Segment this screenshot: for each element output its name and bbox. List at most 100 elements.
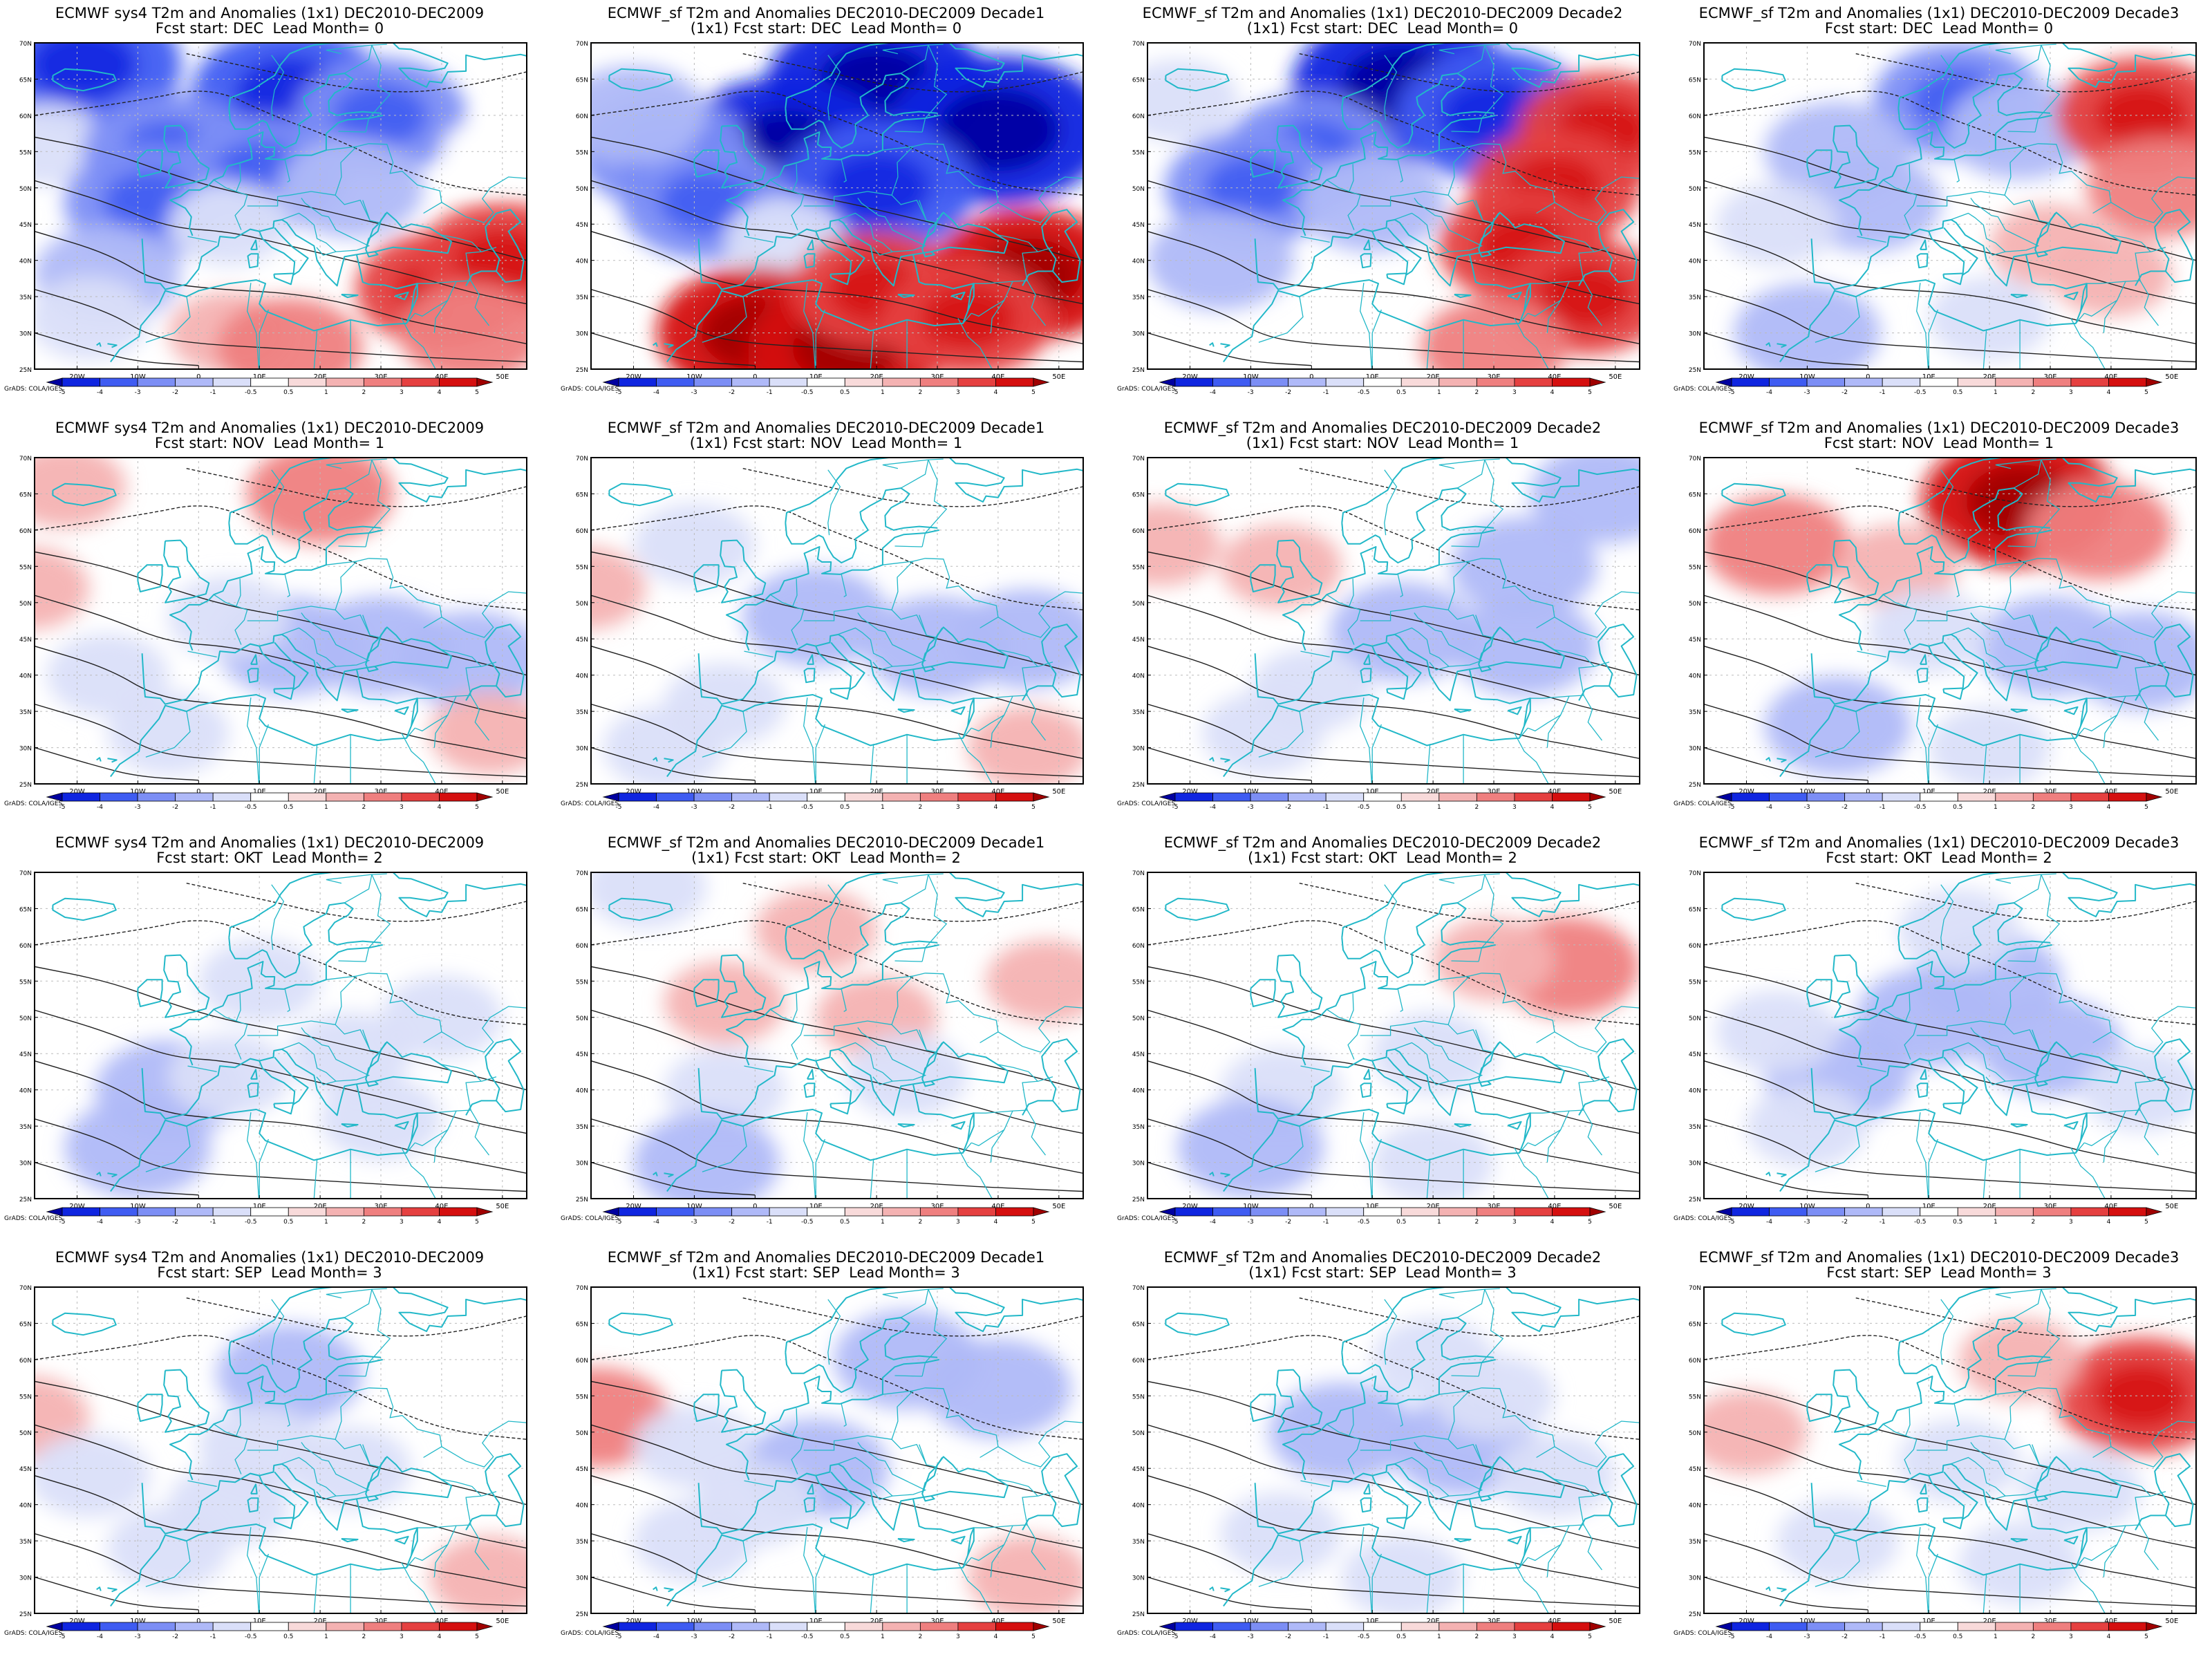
colorbar-arrow-high [2146, 1622, 2163, 1631]
lon-tick-label: 10E [1366, 373, 1379, 381]
lon-tick-label: 10W [130, 1203, 146, 1210]
colorbar-swatch [1514, 1622, 1553, 1631]
colorbar-label: 4 [994, 1219, 998, 1226]
colorbar-label: -3 [1804, 1219, 1810, 1226]
lat-tick-label: 40N [1132, 1088, 1145, 1095]
colorbar-swatch [326, 792, 364, 802]
colorbar-label: -5 [1729, 389, 1735, 396]
colorbar-label: 0.5 [1396, 804, 1406, 811]
lat-tick-label: 35N [1689, 1124, 1701, 1131]
lat-tick-label: 50N [1689, 186, 1701, 193]
colorbar-swatch [1174, 1207, 1213, 1217]
lon-tick-label: 30E [2044, 788, 2057, 796]
colorbar-swatch [401, 1207, 440, 1217]
colorbar-label: 5 [1588, 1633, 1592, 1640]
colorbar-label: 0.5 [283, 389, 293, 396]
colorbar-label: -0.5 [245, 1633, 257, 1640]
colorbar-swatch [919, 1622, 959, 1631]
colorbar-label: -1 [767, 1219, 773, 1226]
colorbar-swatch [1920, 1207, 1958, 1217]
lat-tick-label: 35N [1689, 709, 1701, 716]
colorbar-swatch [2108, 792, 2147, 802]
colorbar-swatch [212, 792, 252, 802]
colorbar-label: 2 [918, 804, 922, 811]
lon-tick-label: 40E [435, 373, 448, 381]
colorbar-swatch [439, 377, 478, 387]
colorbar-label: 3 [2069, 1633, 2073, 1640]
colorbar-label: 5 [2144, 389, 2148, 396]
colorbar-label: -5 [616, 1633, 622, 1640]
map-panel: 70N 65N 60N 55N 50N 45N 40N 35N 30N 25N 20W 10W 0 10E… [1669, 830, 2209, 1234]
map-panel: 70N 65N 60N 55N 50N 45N 40N 35N 30N 25N 20W 10W 0 10E… [1669, 0, 2209, 404]
lon-tick-label: 20W [626, 373, 641, 381]
lat-tick-label: 30N [1689, 331, 1701, 338]
lat-tick-label: 60N [576, 113, 588, 120]
lat-tick-label: 70N [1132, 870, 1145, 877]
lat-tick-label: 25N [19, 1197, 32, 1203]
lat-tick-label: 25N [1689, 1611, 1701, 1618]
lat-tick-label: 60N [576, 1358, 588, 1365]
lat-tick-label: 40N [1689, 259, 1701, 265]
colorbar-swatch [288, 1622, 327, 1631]
map-panel: 70N 65N 60N 55N 50N 45N 40N 35N 30N 25N 20W 10W 0 10E… [0, 830, 539, 1234]
panel-title: ECMWF_sf T2m and Anomalies (1x1) DEC2010… [1698, 834, 2180, 851]
panel-subtitle: (1x1) Fcst start: NOV Lead Month= 1 [689, 435, 963, 451]
colorbar-swatch [2070, 1622, 2109, 1631]
colorbar-label: -3 [135, 389, 141, 396]
colorbar-label: 4 [2107, 804, 2111, 811]
colorbar-swatch [618, 377, 657, 387]
anomaly-area [603, 706, 725, 784]
lon-tick-label: 50E [2165, 373, 2178, 381]
colorbar-label: 3 [956, 1633, 960, 1640]
colorbar-label: -5 [1729, 804, 1735, 811]
colorbar-label: 3 [1512, 1633, 1517, 1640]
lat-tick-label: 50N [576, 1430, 588, 1437]
colorbar-swatch [401, 792, 440, 802]
lat-tick-label: 50N [576, 186, 588, 193]
panel-subtitle: Fcst start: OKT Lead Month= 2 [156, 850, 383, 866]
anomaly-map: 70N 65N 60N 55N 50N 45N 40N 35N 30N 25N 20W 10W 0 10E… [19, 41, 527, 396]
colorbar-label: 1 [324, 804, 328, 811]
colorbar-label: -4 [97, 1633, 103, 1640]
lon-tick-label: 40E [1548, 1203, 1561, 1210]
colorbar-swatch [1363, 1207, 1402, 1217]
colorbar-swatch [693, 1622, 733, 1631]
colorbar-label: -0.5 [1914, 389, 1927, 396]
colorbar-label: -3 [1804, 389, 1810, 396]
map-panel: 70N 65N 60N 55N 50N 45N 40N 35N 30N 25N 20W 10W 0 10E… [0, 0, 539, 404]
lon-tick-label: 30E [1488, 1203, 1501, 1210]
map-panel: 70N 65N 60N 55N 50N 45N 40N 35N 30N 25N 20W 10W 0 10E… [556, 830, 1096, 1234]
panel-subtitle: (1x1) Fcst start: DEC Lead Month= 0 [1246, 20, 1519, 37]
colorbar-label: -5 [616, 804, 622, 811]
colorbar-label: 2 [1474, 389, 1479, 396]
colorbar-label: -3 [691, 804, 697, 811]
colorbar-label: 0.5 [283, 1219, 293, 1226]
colorbar-label: 0.5 [1396, 1633, 1406, 1640]
colorbar-label: -1 [1323, 804, 1329, 811]
colorbar-swatch [882, 1622, 921, 1631]
anomaly-map: 70N 65N 60N 55N 50N 45N 40N 35N 30N 25N 20W 10W 0 10E… [1132, 870, 1640, 1226]
grads-credit: GrADS: COLA/IGES [1117, 1630, 1176, 1637]
colorbar-swatch [1288, 1207, 1327, 1217]
colorbar-label: 1 [881, 804, 885, 811]
colorbar-label: -2 [172, 1219, 178, 1226]
colorbar-label: 0.5 [840, 389, 850, 396]
colorbar-swatch [769, 1622, 808, 1631]
colorbar-label: -5 [1729, 1219, 1735, 1226]
lon-tick-label: 20E [314, 788, 327, 796]
lat-tick-label: 45N [1132, 637, 1145, 644]
colorbar-swatch [137, 792, 176, 802]
colorbar-label: 3 [956, 389, 960, 396]
lon-tick-label: 50E [1052, 788, 1065, 796]
lon-tick-label: 30E [2044, 373, 2057, 381]
anomaly-area [1147, 503, 1221, 586]
colorbar-label: 0.5 [840, 804, 850, 811]
lat-tick-label: 40N [1689, 1503, 1701, 1510]
lat-tick-label: 65N [19, 491, 32, 498]
lon-tick-label: 10E [1366, 1618, 1379, 1625]
panel-title: ECMWF_sf T2m and Anomalies DEC2010-DEC20… [607, 5, 1045, 21]
lon-tick-label: 20E [314, 373, 327, 381]
colorbar-label: -2 [172, 389, 178, 396]
lat-tick-label: 25N [576, 1197, 588, 1203]
colorbar-label: -5 [59, 804, 66, 811]
